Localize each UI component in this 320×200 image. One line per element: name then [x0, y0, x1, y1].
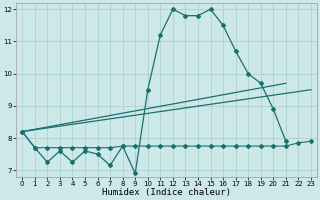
X-axis label: Humidex (Indice chaleur): Humidex (Indice chaleur) [102, 188, 231, 197]
